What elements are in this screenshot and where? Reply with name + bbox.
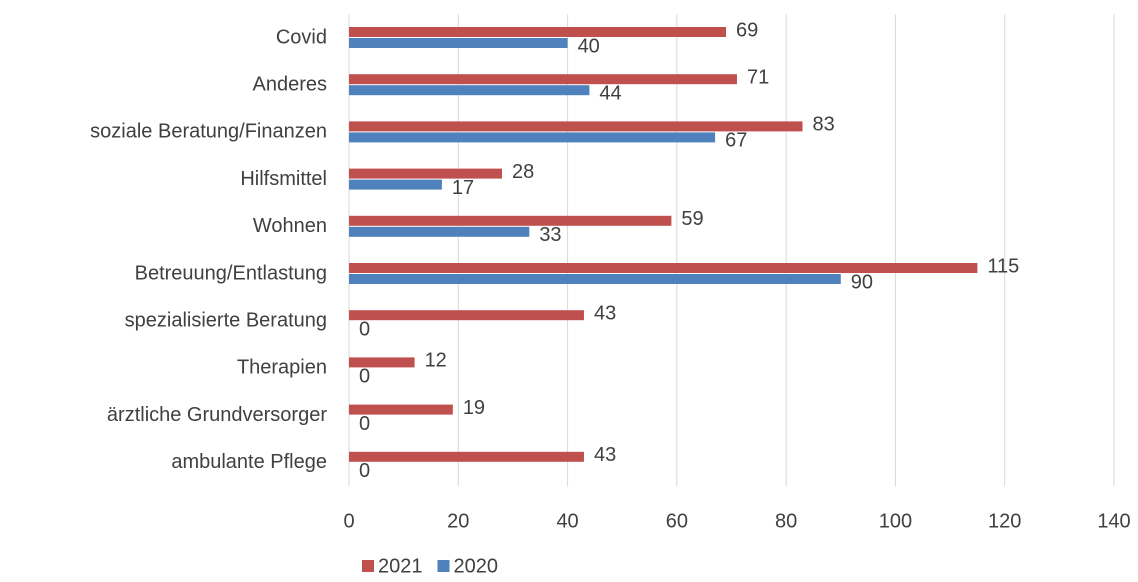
data-label: 44 — [599, 82, 621, 104]
bar — [349, 85, 590, 96]
data-label: 83 — [813, 114, 835, 136]
data-label: 71 — [747, 66, 769, 88]
data-label: 17 — [452, 177, 474, 199]
bar — [349, 357, 415, 368]
y-tick-label: ambulante Pflege — [171, 451, 327, 473]
bar — [349, 226, 530, 237]
x-tick-label: 100 — [879, 510, 912, 532]
bar — [349, 121, 803, 132]
data-label: 19 — [463, 397, 485, 419]
bar — [349, 451, 584, 462]
legend-label: 2021 — [378, 555, 423, 577]
x-tick-label: 120 — [988, 510, 1021, 532]
bar — [349, 74, 737, 85]
data-label: 40 — [578, 35, 600, 57]
legend-swatch — [362, 560, 374, 572]
data-label: 90 — [851, 271, 873, 293]
data-label: 12 — [425, 350, 447, 372]
bar — [349, 168, 502, 179]
data-label: 69 — [736, 19, 758, 41]
y-tick-label: Wohnen — [253, 215, 327, 237]
y-tick-label: Betreuung/Entlastung — [135, 262, 327, 284]
bar — [349, 215, 672, 226]
legend-swatch — [437, 560, 450, 572]
data-label: 59 — [681, 208, 703, 230]
data-label: 43 — [594, 302, 616, 324]
y-tick-label: Hilfsmittel — [240, 168, 327, 190]
y-tick-label: ärztliche Grundversorger — [107, 404, 327, 426]
y-tick-label: spezialisierte Beratung — [125, 309, 327, 331]
x-tick-label: 60 — [666, 510, 688, 532]
bar — [349, 310, 584, 321]
data-label: 0 — [359, 460, 370, 482]
x-tick-label: 20 — [447, 510, 469, 532]
data-label: 0 — [359, 366, 370, 388]
y-tick-label: Therapien — [237, 357, 327, 379]
data-label: 115 — [987, 255, 1019, 277]
data-label: 33 — [539, 224, 561, 246]
bar — [349, 179, 442, 190]
x-tick-label: 140 — [1097, 510, 1130, 532]
data-label: 28 — [512, 161, 534, 183]
bar — [349, 132, 716, 143]
x-tick-label: 40 — [556, 510, 578, 532]
data-label: 0 — [359, 318, 370, 340]
bar — [349, 27, 727, 37]
x-tick-label: 80 — [775, 510, 797, 532]
bar — [349, 274, 841, 284]
bar — [349, 263, 978, 273]
data-label: 67 — [725, 130, 747, 152]
bar — [349, 38, 568, 48]
y-tick-label: Covid — [276, 26, 327, 48]
data-label: 43 — [594, 444, 616, 466]
data-label: 0 — [359, 413, 370, 435]
bar — [349, 404, 453, 415]
legend-label: 2020 — [454, 555, 499, 577]
y-tick-label: soziale Beratung/Finanzen — [90, 121, 327, 143]
x-tick-label: 0 — [343, 510, 354, 532]
y-tick-label: Anderes — [253, 73, 328, 95]
